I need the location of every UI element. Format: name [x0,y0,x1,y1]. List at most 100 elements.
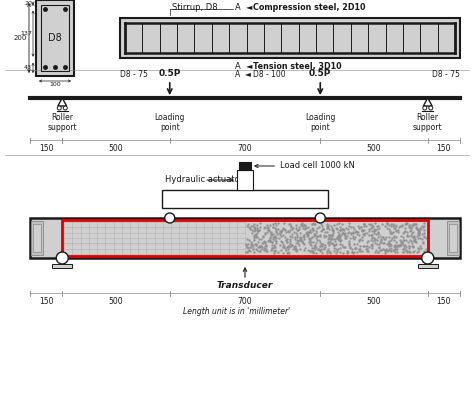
Point [291,245,299,251]
Point [329,235,337,242]
Point [411,220,419,227]
Point [293,246,301,253]
Point [410,237,418,243]
Point [396,242,404,248]
Point [246,226,254,232]
Point [365,232,373,238]
Point [402,221,410,227]
Point [336,233,343,239]
Point [383,224,391,231]
Point [251,233,258,239]
Text: 0.5P: 0.5P [159,69,181,78]
Point [374,249,382,255]
Point [250,234,258,241]
Point [262,224,269,231]
Point [248,226,255,233]
Point [358,227,365,233]
Point [386,240,394,247]
Point [300,231,308,238]
Point [294,238,301,244]
Point [248,230,256,236]
Point [414,245,421,251]
Text: Roller
support: Roller support [47,113,77,133]
Point [312,243,319,250]
Point [380,245,387,252]
Point [406,243,413,249]
Bar [237,170,253,190]
Point [304,231,312,237]
Point [383,221,391,228]
Point [387,220,395,227]
Point [243,244,251,250]
Point [333,248,340,254]
Point [292,247,300,254]
Point [289,231,296,237]
Point [363,246,370,252]
Point [272,226,280,232]
Point [389,220,397,227]
Point [351,245,358,252]
Point [319,250,326,256]
Point [301,224,309,231]
Point [349,229,357,235]
Point [295,224,302,231]
Point [394,229,402,235]
Point [264,225,272,232]
Point [383,220,391,227]
Point [399,240,407,247]
Point [251,226,258,233]
Point [257,236,265,242]
Point [276,231,283,237]
Point [345,242,353,248]
Point [368,234,375,240]
Point [269,239,276,246]
Point [346,229,353,235]
Text: A  ◄: A ◄ [236,3,253,12]
Point [306,235,313,242]
Point [270,231,277,238]
Point [266,234,273,241]
Point [358,228,366,235]
Point [407,224,415,231]
Point [310,220,318,226]
Point [375,224,383,231]
Point [368,228,375,235]
Point [259,239,266,246]
Point [277,228,285,235]
Point [354,229,362,236]
Point [353,249,361,255]
Point [407,226,414,233]
Point [355,223,362,229]
Point [283,250,291,256]
Circle shape [429,106,433,110]
Point [374,240,381,247]
Text: Hydraulic actuator: Hydraulic actuator [165,175,243,184]
Point [383,248,390,254]
Point [329,240,337,247]
Point [256,248,264,254]
Point [270,234,278,240]
Point [284,243,292,250]
Point [336,237,343,244]
Point [268,231,275,237]
Point [340,227,348,233]
Point [358,237,366,243]
Bar [447,221,459,255]
Point [271,220,279,226]
Point [324,225,331,231]
Point [272,248,279,254]
Point [270,249,278,256]
Point [410,234,418,241]
Point [279,244,287,251]
Point [376,247,384,254]
Point [408,230,415,236]
Point [300,240,308,247]
Point [302,230,310,237]
Point [255,226,263,233]
Point [403,233,410,239]
Point [386,242,393,248]
Point [299,239,307,246]
Point [381,247,389,253]
Point [295,242,302,248]
Point [398,241,405,247]
